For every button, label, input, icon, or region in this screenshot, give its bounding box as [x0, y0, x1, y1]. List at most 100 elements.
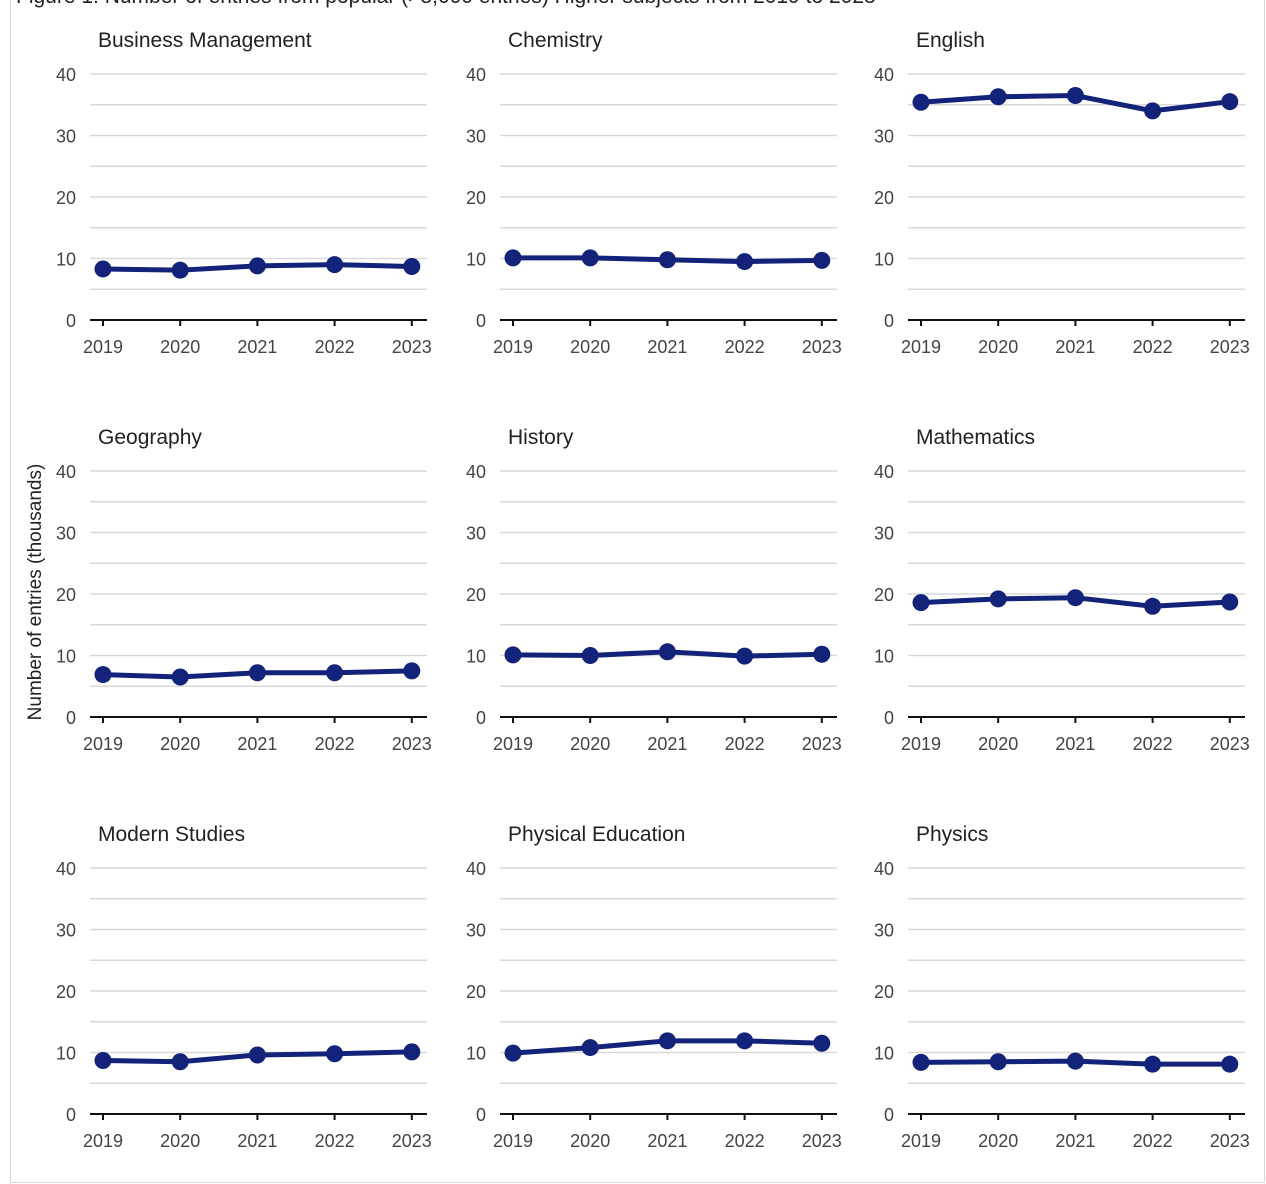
english-y-tick-label: 40 [874, 65, 894, 85]
physics-y-tick-label: 0 [884, 1105, 894, 1125]
chemistry-data-point [736, 253, 754, 271]
modern-studies-data-point [171, 1053, 189, 1071]
history-y-tick-label: 10 [466, 647, 486, 667]
physics-x-tick-label: 2019 [901, 1131, 941, 1151]
business-management-data-point [171, 261, 189, 279]
modern-studies-panel-title: Modern Studies [98, 823, 245, 846]
mathematics-x-tick-label: 2023 [1210, 734, 1250, 754]
chemistry-y-tick-label: 40 [466, 65, 486, 85]
physical-education-x-tick-label: 2019 [493, 1131, 533, 1151]
physics-data-point [989, 1053, 1007, 1071]
physics-x-tick-label: 2023 [1210, 1131, 1250, 1151]
physics-y-tick-label: 20 [874, 982, 894, 1002]
geography-data-point [94, 666, 112, 684]
physical-education-y-tick-label: 20 [466, 982, 486, 1002]
physical-education-x-tick-label: 2020 [570, 1131, 610, 1151]
history-x-tick-label: 2019 [493, 734, 533, 754]
geography-x-tick-label: 2021 [237, 734, 277, 754]
modern-studies-y-tick-label: 30 [56, 921, 76, 941]
business-management-x-tick-label: 2022 [315, 337, 355, 357]
physics-data-point [912, 1053, 930, 1071]
history-data-point [813, 645, 831, 663]
chemistry-x-tick-label: 2022 [725, 337, 765, 357]
business-management-data-point [94, 260, 112, 278]
geography-x-tick-label: 2020 [160, 734, 200, 754]
chemistry-panel-title: Chemistry [508, 29, 603, 52]
physical-education-data-point [504, 1044, 522, 1062]
figure-frame [10, 0, 1265, 1183]
modern-studies-data-point [326, 1045, 344, 1063]
modern-studies-data-point [403, 1043, 421, 1061]
physics-y-tick-label: 10 [874, 1044, 894, 1064]
english-x-tick-label: 2021 [1055, 337, 1095, 357]
figure-title: Figure 1: Number of entries from popular… [16, 0, 876, 9]
history-x-tick-label: 2022 [725, 734, 765, 754]
geography-y-tick-label: 0 [66, 708, 76, 728]
physics-x-tick-label: 2021 [1055, 1131, 1095, 1151]
modern-studies-x-tick-label: 2022 [315, 1131, 355, 1151]
modern-studies-x-tick-label: 2023 [392, 1131, 432, 1151]
physical-education-x-tick-label: 2023 [802, 1131, 842, 1151]
chemistry-data-point [658, 251, 676, 269]
physical-education-data-point [813, 1034, 831, 1052]
history-data-point [504, 646, 522, 664]
business-management-y-tick-label: 20 [56, 188, 76, 208]
modern-studies-y-tick-label: 0 [66, 1105, 76, 1125]
mathematics-data-point [1066, 589, 1084, 607]
physical-education-data-point [581, 1039, 599, 1057]
geography-x-tick-label: 2019 [83, 734, 123, 754]
physics-x-tick-label: 2022 [1133, 1131, 1173, 1151]
chemistry-x-tick-label: 2021 [647, 337, 687, 357]
y-axis-label: Number of entries (thousands) [25, 464, 46, 721]
geography-panel-title: Geography [98, 426, 202, 449]
english-y-tick-label: 0 [884, 311, 894, 331]
history-panel-title: History [508, 426, 574, 449]
modern-studies-y-tick-label: 40 [56, 859, 76, 879]
business-management-x-tick-label: 2023 [392, 337, 432, 357]
physics-data-point [1144, 1055, 1162, 1073]
modern-studies-data-point [94, 1051, 112, 1069]
english-panel-title: English [916, 29, 985, 52]
business-management-y-tick-label: 30 [56, 127, 76, 147]
business-management-y-tick-label: 0 [66, 311, 76, 331]
physics-x-tick-label: 2020 [978, 1131, 1018, 1151]
history-y-tick-label: 0 [476, 708, 486, 728]
physical-education-data-point [736, 1032, 754, 1050]
physics-data-point [1066, 1052, 1084, 1070]
mathematics-y-tick-label: 30 [874, 524, 894, 544]
physical-education-data-point [658, 1032, 676, 1050]
physics-y-tick-label: 30 [874, 921, 894, 941]
chemistry-data-point [581, 249, 599, 267]
english-x-tick-label: 2022 [1133, 337, 1173, 357]
business-management-y-tick-label: 10 [56, 250, 76, 270]
history-data-point [736, 647, 754, 665]
geography-data-point [326, 664, 344, 682]
modern-studies-x-tick-label: 2020 [160, 1131, 200, 1151]
history-y-tick-label: 40 [466, 462, 486, 482]
chemistry-data-point [504, 249, 522, 267]
business-management-y-tick-label: 40 [56, 65, 76, 85]
english-data-point [1144, 102, 1162, 120]
chemistry-y-tick-label: 30 [466, 127, 486, 147]
chemistry-y-tick-label: 10 [466, 250, 486, 270]
business-management-data-point [403, 257, 421, 275]
geography-x-tick-label: 2023 [392, 734, 432, 754]
mathematics-x-tick-label: 2020 [978, 734, 1018, 754]
modern-studies-y-tick-label: 10 [56, 1044, 76, 1064]
mathematics-x-tick-label: 2019 [901, 734, 941, 754]
history-x-tick-label: 2020 [570, 734, 610, 754]
physical-education-x-tick-label: 2022 [725, 1131, 765, 1151]
chemistry-y-tick-label: 20 [466, 188, 486, 208]
geography-y-tick-label: 10 [56, 647, 76, 667]
english-y-tick-label: 30 [874, 127, 894, 147]
english-data-point [1221, 93, 1239, 111]
english-y-tick-label: 10 [874, 250, 894, 270]
geography-y-tick-label: 30 [56, 524, 76, 544]
physical-education-y-tick-label: 40 [466, 859, 486, 879]
physical-education-y-tick-label: 10 [466, 1044, 486, 1064]
business-management-panel-title: Business Management [98, 29, 312, 52]
chemistry-y-tick-label: 0 [476, 311, 486, 331]
mathematics-y-tick-label: 10 [874, 647, 894, 667]
history-y-tick-label: 30 [466, 524, 486, 544]
